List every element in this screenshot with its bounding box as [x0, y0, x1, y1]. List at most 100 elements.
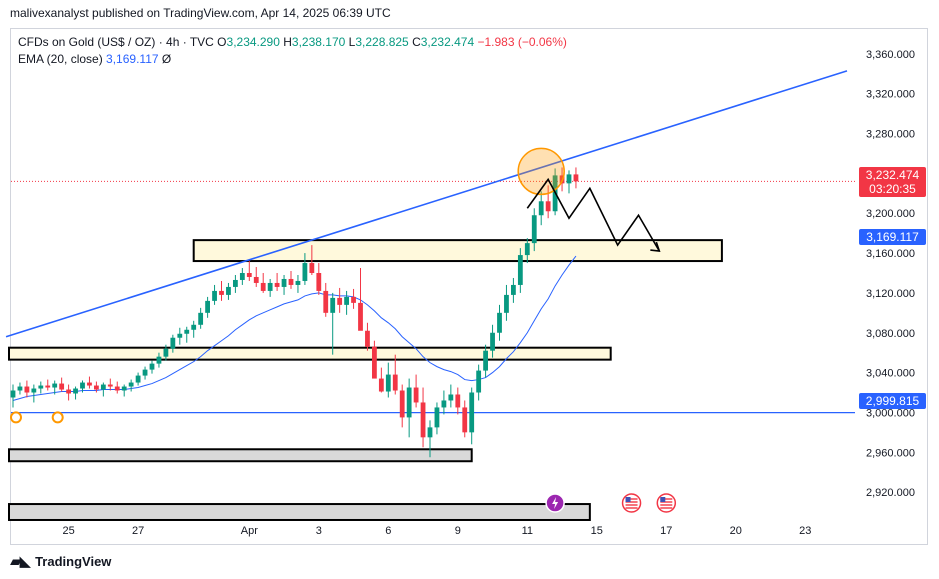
- candle-body[interactable]: [330, 297, 336, 313]
- candle-body[interactable]: [219, 290, 224, 295]
- candle-body[interactable]: [462, 407, 468, 433]
- candle-body[interactable]: [135, 375, 141, 383]
- y-axis-tick-label: 2,960.000: [866, 447, 915, 459]
- candle-body[interactable]: [531, 215, 537, 244]
- candle-body[interactable]: [205, 300, 210, 313]
- candle-body[interactable]: [344, 296, 349, 305]
- candle-body[interactable]: [191, 324, 197, 330]
- candle-body[interactable]: [448, 394, 454, 401]
- candle-body[interactable]: [260, 282, 266, 291]
- candle-body[interactable]: [233, 279, 238, 287]
- rising-trendline[interactable]: [5, 70, 848, 338]
- bar-countdown: 03:20:35: [869, 182, 916, 196]
- candle-body[interactable]: [246, 273, 252, 277]
- price-zone[interactable]: [8, 346, 612, 361]
- us-flag-event-icon[interactable]: [656, 493, 677, 513]
- candle-body[interactable]: [38, 385, 44, 389]
- low-marker-circle[interactable]: [10, 411, 22, 424]
- candle-body[interactable]: [524, 243, 530, 256]
- candle-body[interactable]: [212, 290, 217, 301]
- candle-body[interactable]: [73, 388, 78, 394]
- price-zone[interactable]: [192, 239, 723, 263]
- candle-body[interactable]: [365, 330, 370, 347]
- candle-body[interactable]: [149, 363, 155, 370]
- symbol-name[interactable]: CFDs on Gold (US$ / OZ) · 4h · TVC: [18, 35, 214, 49]
- candle-body[interactable]: [80, 382, 85, 389]
- candle-body[interactable]: [274, 282, 280, 287]
- projection-path[interactable]: [526, 177, 661, 252]
- candle-body[interactable]: [302, 263, 308, 281]
- candle-body[interactable]: [455, 394, 461, 408]
- candle-body[interactable]: [441, 400, 447, 408]
- low-marker-circle[interactable]: [51, 411, 64, 424]
- candle-body[interactable]: [163, 348, 169, 357]
- candle-body[interactable]: [288, 278, 294, 285]
- candle-body[interactable]: [226, 286, 231, 295]
- candle-body[interactable]: [427, 427, 433, 438]
- candle-body[interactable]: [337, 297, 343, 305]
- candle-body[interactable]: [184, 329, 190, 334]
- candle-body[interactable]: [87, 382, 92, 386]
- candle-body[interactable]: [351, 296, 356, 303]
- candle-body[interactable]: [504, 294, 509, 313]
- candle-body[interactable]: [114, 386, 120, 391]
- candle-body[interactable]: [372, 346, 377, 379]
- candle-body[interactable]: [309, 263, 315, 273]
- candle-body[interactable]: [94, 385, 99, 390]
- candle-body[interactable]: [573, 174, 579, 182]
- candle-body[interactable]: [52, 383, 58, 388]
- candle-body[interactable]: [476, 370, 482, 393]
- candle-body[interactable]: [483, 350, 488, 371]
- candle-body[interactable]: [358, 302, 363, 331]
- candle-body[interactable]: [420, 402, 426, 438]
- candle-body[interactable]: [239, 273, 245, 280]
- candle-body[interactable]: [100, 384, 106, 390]
- candle-body[interactable]: [378, 378, 384, 392]
- candle-body[interactable]: [517, 255, 523, 285]
- candle-body[interactable]: [156, 356, 162, 364]
- candle-body[interactable]: [45, 385, 51, 388]
- ema-label[interactable]: EMA (20, close): [18, 52, 103, 66]
- candle-body[interactable]: [170, 337, 176, 349]
- ema-value: 3,169.117: [106, 52, 159, 66]
- candle-body[interactable]: [566, 174, 572, 184]
- candle-body[interactable]: [316, 273, 322, 291]
- highlight-circle[interactable]: [517, 147, 565, 196]
- candle-body[interactable]: [142, 369, 148, 376]
- candle-body[interactable]: [59, 383, 65, 390]
- us-flag-event-icon[interactable]: [621, 493, 642, 513]
- candle-body[interactable]: [413, 387, 419, 403]
- candle-body[interactable]: [490, 332, 495, 351]
- candle-body[interactable]: [399, 390, 405, 418]
- price-zone[interactable]: [8, 503, 591, 521]
- price-zone[interactable]: [8, 448, 473, 463]
- price-chart[interactable]: 3,360.0003,320.0003,280.0003,240.0003,20…: [0, 0, 939, 545]
- candle-body[interactable]: [10, 390, 16, 398]
- candle-body[interactable]: [17, 386, 23, 391]
- candle-body[interactable]: [107, 384, 113, 387]
- projection-arrowhead: [650, 241, 661, 253]
- candle-body[interactable]: [24, 386, 30, 393]
- candle-body[interactable]: [545, 201, 551, 212]
- candle-body[interactable]: [281, 278, 287, 287]
- candle-body[interactable]: [434, 407, 440, 428]
- candle-body[interactable]: [323, 290, 329, 313]
- candle-body[interactable]: [538, 201, 544, 216]
- candle-body[interactable]: [267, 282, 273, 291]
- candle-body[interactable]: [295, 280, 301, 285]
- candle-body[interactable]: [406, 387, 412, 418]
- candle-body[interactable]: [121, 386, 127, 391]
- candle-body[interactable]: [66, 389, 71, 394]
- footer-brand[interactable]: ▰◣ TradingView: [10, 552, 111, 570]
- candle-body[interactable]: [469, 392, 475, 433]
- candle-body[interactable]: [497, 312, 502, 333]
- candle-body[interactable]: [177, 333, 183, 338]
- candle-body[interactable]: [253, 276, 259, 283]
- candle-body[interactable]: [392, 374, 398, 391]
- candle-body[interactable]: [128, 382, 134, 387]
- candle-body[interactable]: [385, 374, 391, 392]
- x-axis-tick-label: 9: [455, 525, 461, 537]
- candle-body[interactable]: [198, 312, 204, 325]
- candle-body[interactable]: [31, 388, 37, 393]
- candle-body[interactable]: [511, 284, 516, 295]
